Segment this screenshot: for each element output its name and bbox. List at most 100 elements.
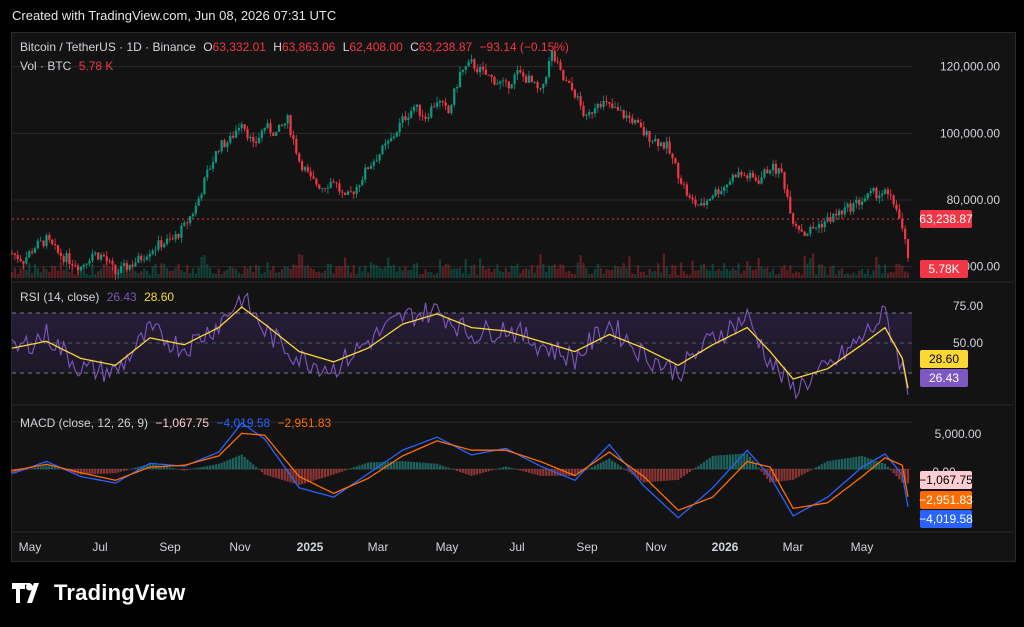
volume-bar <box>352 265 355 278</box>
macd-hist-bar <box>835 459 838 470</box>
volume-bar <box>559 264 562 278</box>
volume-value: 5.78 K <box>78 59 114 73</box>
candle-body <box>125 263 128 270</box>
macd-hist-bar <box>611 460 614 470</box>
macd-hist-bar <box>510 467 513 470</box>
rsi-label[interactable]: RSI (14, close) <box>20 290 100 304</box>
macd-hist-bar <box>708 457 711 470</box>
macd-hist-bar <box>36 467 39 470</box>
macd-hist-bar <box>56 468 60 470</box>
macd-hist-bar <box>786 469 789 481</box>
candle-body <box>418 104 421 116</box>
candle-body <box>272 132 275 136</box>
candle-body <box>19 258 22 262</box>
volume-bar <box>421 273 424 278</box>
chart-frame[interactable] <box>11 32 1016 562</box>
candle-body <box>56 245 60 253</box>
tradingview-brand[interactable]: TradingView <box>12 580 185 606</box>
candle-body <box>220 140 223 152</box>
volume-bar <box>872 269 875 278</box>
candle-body <box>111 260 114 265</box>
volume-bar <box>863 273 867 278</box>
candle-body <box>815 227 818 229</box>
candle-body <box>31 251 34 253</box>
volume-bar <box>249 265 252 278</box>
candle-body <box>806 233 809 236</box>
volume-bar <box>832 265 835 278</box>
candle-body <box>134 262 137 267</box>
volume-bar <box>16 274 19 278</box>
macd-hist-bar <box>246 459 249 470</box>
volume-bar <box>430 272 433 278</box>
volume-bar <box>71 267 74 278</box>
volume-bar <box>183 272 186 278</box>
symbol-label[interactable]: Bitcoin / TetherUS · 1D · Binance <box>20 40 196 54</box>
macd-hist-bar <box>889 469 892 471</box>
volume-bar <box>341 266 344 278</box>
volume-bar <box>237 272 240 278</box>
candle-body <box>846 203 849 208</box>
volume-bar <box>751 269 755 278</box>
macd-hist-bar <box>760 469 763 472</box>
macd-signal-tag: −2,951.83 <box>919 493 973 507</box>
volume-bar <box>177 263 180 278</box>
candle-body <box>42 240 45 247</box>
macd-hist-bar <box>771 469 775 483</box>
macd-hist-bar <box>527 469 531 473</box>
macd-hist-bar <box>177 469 180 470</box>
macd-hist-bar <box>315 469 318 480</box>
volume-bar <box>579 255 582 278</box>
volume-bar <box>401 269 404 278</box>
macd-hist-bar <box>266 469 269 476</box>
volume-tag: 5.78K <box>928 262 959 276</box>
candle-body <box>36 240 39 249</box>
volume-bar <box>763 268 766 278</box>
candle-body <box>33 248 37 253</box>
macd-hist-bar <box>122 469 126 471</box>
volume-bar <box>355 273 358 278</box>
volume-bar <box>349 272 352 278</box>
price-tick-label: 100,000.00 <box>940 126 1000 140</box>
macd-hist-bar <box>283 469 286 481</box>
candle-body <box>748 172 752 179</box>
volume-bar <box>748 265 752 278</box>
macd-hist-bar <box>763 469 766 476</box>
candle-body <box>542 83 545 89</box>
volume-bar <box>602 273 605 278</box>
candle-body <box>694 199 697 205</box>
candle-body <box>441 100 444 103</box>
macd-hist-bar <box>97 469 100 474</box>
macd-hist-bar <box>674 469 677 481</box>
candle-body <box>608 102 611 104</box>
candle-body <box>120 265 123 273</box>
volume-bar <box>680 262 683 278</box>
volume-bar <box>283 266 286 278</box>
volume-bar <box>599 268 602 278</box>
volume-bar <box>688 274 691 278</box>
change-value: −93.14 (−0.15%) <box>479 40 569 54</box>
macd-hist-bar <box>547 469 551 476</box>
candle-body <box>883 189 887 194</box>
macd-label[interactable]: MACD (close, 12, 26, 9) <box>20 416 149 430</box>
candle-body <box>553 50 556 62</box>
macd-hist-bar <box>398 461 401 470</box>
macd-hist-bar <box>312 469 315 481</box>
macd-hist-bar <box>163 466 166 470</box>
volume-bar <box>484 269 487 278</box>
volume-bar <box>568 270 571 278</box>
candle-body <box>691 197 694 200</box>
candle-body <box>375 160 378 162</box>
volume-bar <box>542 264 545 278</box>
candle-body <box>476 68 479 73</box>
volume-bar <box>140 271 143 278</box>
macd-hist-bar <box>211 464 215 470</box>
macd-hist-bar <box>671 469 674 481</box>
macd-hist-bar <box>401 461 404 470</box>
candle-body <box>249 136 252 139</box>
volume-bar <box>634 274 637 278</box>
volume-bar <box>45 269 48 278</box>
volume-bar <box>214 273 217 278</box>
macd-hist-bar <box>820 464 823 470</box>
candle-body <box>243 124 246 129</box>
